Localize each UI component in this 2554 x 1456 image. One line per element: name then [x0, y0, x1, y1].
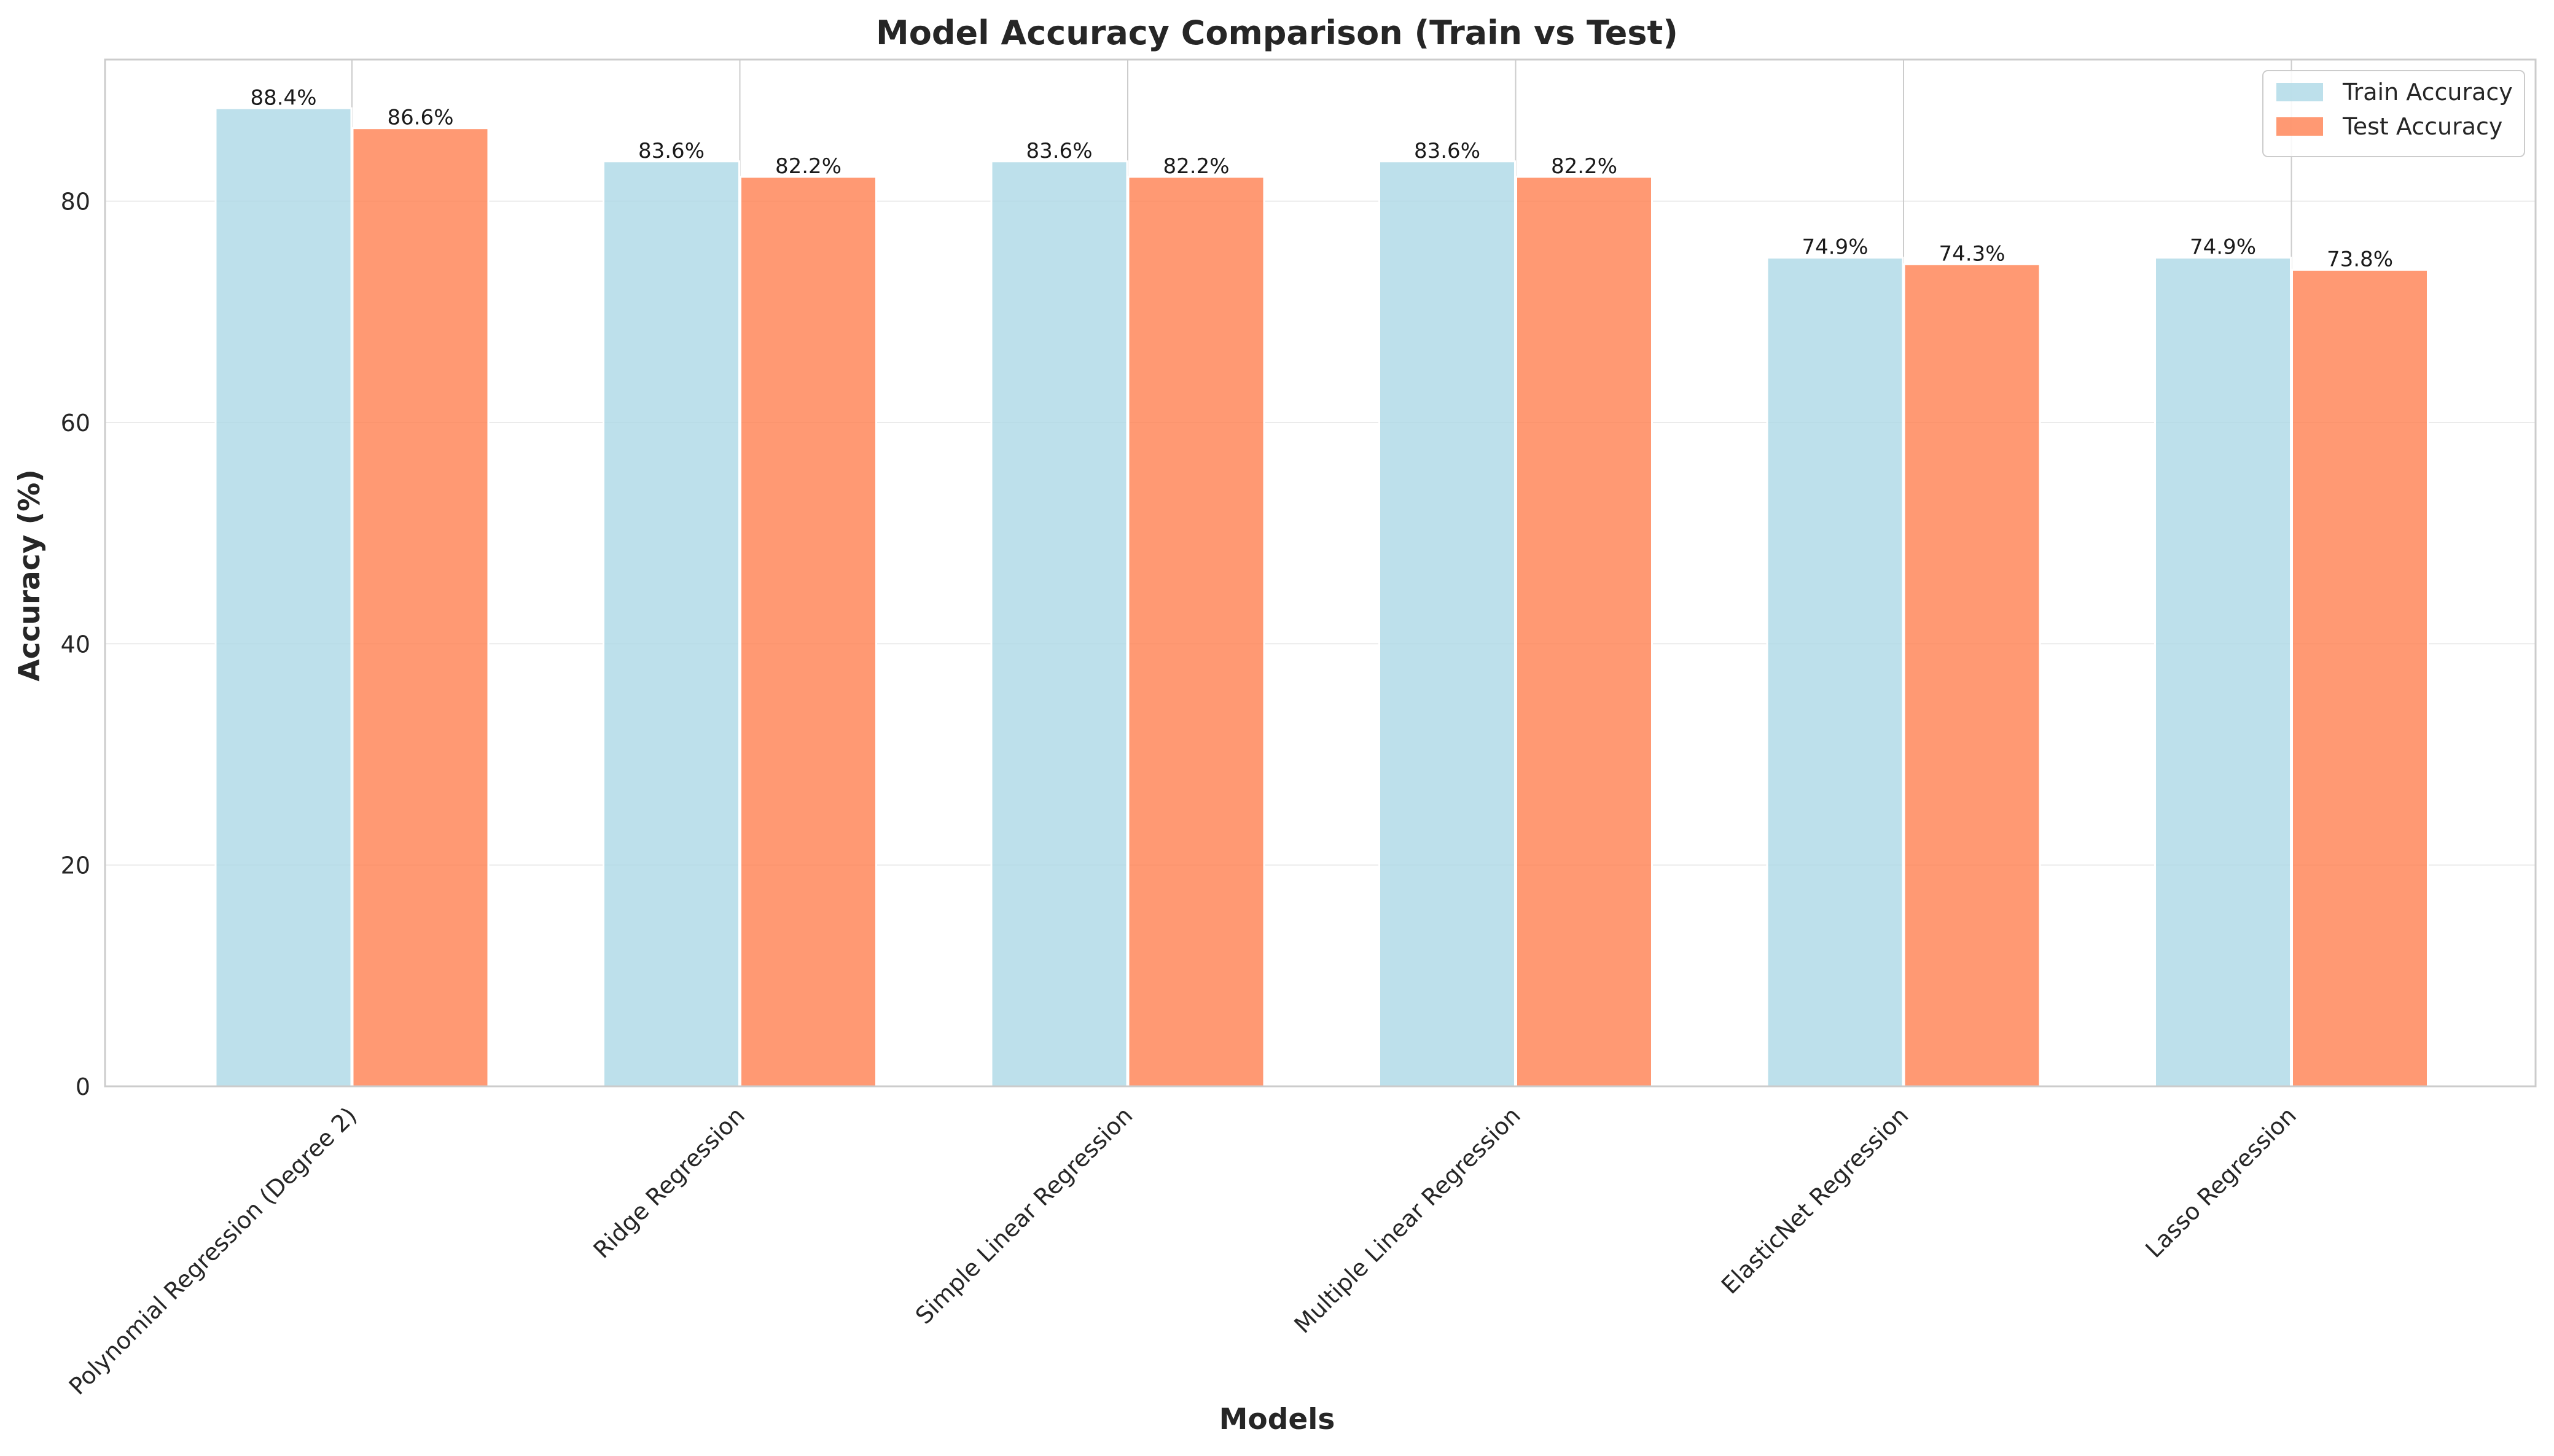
- data-label: 82.2%: [1163, 154, 1229, 179]
- data-label: 73.8%: [2327, 247, 2393, 271]
- bar-train-0: [214, 107, 353, 1088]
- legend-label: Test Accuracy: [2342, 113, 2502, 140]
- y-tick-label: 60: [61, 410, 90, 437]
- data-label: 86.6%: [387, 106, 453, 130]
- data-label: 74.3%: [1939, 241, 2005, 266]
- data-label: 83.6%: [1026, 139, 1092, 163]
- bar-train-5: [2154, 257, 2292, 1088]
- bar-train-2: [990, 160, 1128, 1088]
- y-axis-title: Accuracy (%): [13, 469, 47, 681]
- bar-test-3: [1515, 176, 1653, 1088]
- data-label: 83.6%: [638, 139, 705, 163]
- bar-train-1: [603, 160, 740, 1088]
- plot-frame: [104, 58, 2537, 1088]
- legend-box: [2262, 70, 2525, 157]
- bar-test-0: [351, 127, 490, 1088]
- y-axis-ticks: 0 20 40 60 80: [61, 189, 90, 1100]
- bar-test-4: [1903, 263, 2041, 1088]
- data-label: 88.4%: [250, 85, 316, 110]
- y-tick-label: 20: [61, 852, 90, 879]
- legend-swatch: [2276, 83, 2323, 101]
- data-labels: 88.4% 83.6% 83.6% 83.6% 74.9% 74.9% 86.6% 82.2%…: [250, 85, 2393, 271]
- bar-group: [214, 107, 2429, 1088]
- data-label: 83.6%: [1414, 139, 1480, 163]
- bar-test-1: [740, 176, 877, 1088]
- bar-train-4: [1766, 257, 1904, 1088]
- legend-swatch: [2276, 117, 2323, 136]
- legend: Train Accuracy Test Accuracy: [2262, 70, 2525, 157]
- bar-test-2: [1127, 176, 1265, 1088]
- data-label: 74.9%: [1802, 235, 1868, 260]
- bar-test-5: [2291, 268, 2429, 1088]
- data-label: 82.2%: [775, 154, 842, 179]
- data-label: 82.2%: [1551, 154, 1617, 179]
- y-tick-label: 0: [76, 1073, 90, 1100]
- bar-train-3: [1378, 160, 1516, 1088]
- legend-label: Train Accuracy: [2342, 79, 2513, 106]
- x-axis-title: Models: [1219, 1403, 1335, 1436]
- y-tick-label: 40: [61, 631, 90, 658]
- data-label: 74.9%: [2190, 235, 2256, 260]
- y-tick-label: 80: [61, 189, 90, 216]
- chart-title: Model Accuracy Comparison (Train vs Test…: [876, 14, 1678, 52]
